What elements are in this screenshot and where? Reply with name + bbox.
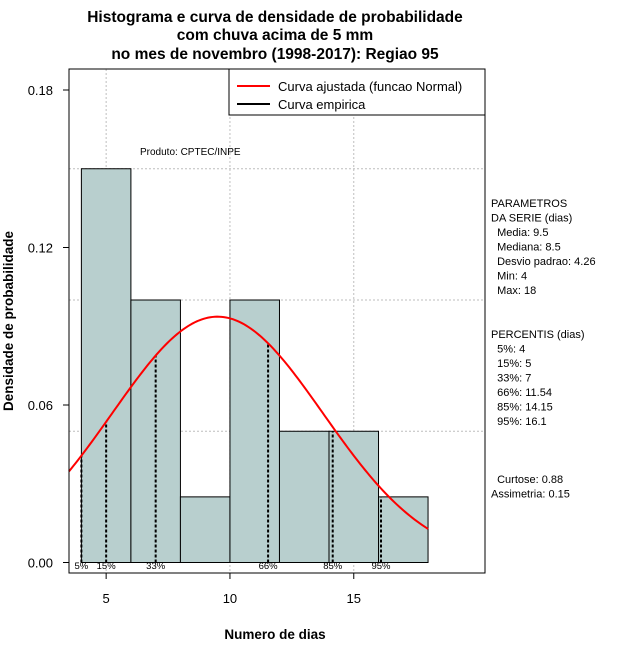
- parametros-line: DA SERIE (dias): [491, 213, 572, 225]
- parametros-line: Max: 18: [491, 285, 536, 297]
- axes: 5 10 15 0.00 0.06 0.12 0.18: [28, 83, 361, 606]
- x-tick-label: 15: [347, 591, 361, 606]
- percentile-label: 66%: [259, 561, 279, 572]
- percentis-line: 95%: 16.1: [491, 416, 547, 428]
- product-credit: Produto: CPTEC/INPE: [140, 147, 241, 158]
- title-line-3: no mes de novembro (1998-2017): Regiao 9…: [111, 46, 439, 63]
- percentis-line: 85%: 14.15: [491, 402, 553, 414]
- y-tick-label: 0.18: [28, 83, 53, 98]
- histogram-bar: [328, 430, 380, 563]
- parametros-line: PARAMETROS: [491, 198, 567, 210]
- title-line-2: com chuva acima de 5 mm: [177, 27, 373, 44]
- normal-fit-line: [68, 315, 429, 530]
- y-tick-label: 0.06: [28, 398, 53, 413]
- shape-stat-line: Curtose: 0.88: [491, 474, 563, 486]
- parametros-line: Min: 4: [491, 271, 527, 283]
- x-tick-label: 10: [223, 591, 237, 606]
- percentis-line: 5%: 4: [491, 344, 525, 356]
- parametros-line: Desvio padrao: 4.26: [491, 256, 596, 268]
- histogram-bar: [179, 496, 231, 563]
- shape-stat-line: Assimetria: 0.15: [491, 489, 570, 501]
- parametros-line: Media: 9.5: [491, 227, 548, 239]
- legend: Curva ajustada (funcao Normal) Curva emp…: [228, 68, 486, 116]
- legend-box: [228, 68, 486, 116]
- title-line-1: Histograma e curva de densidade de proba…: [87, 9, 463, 26]
- percentis-line: 15%: 5: [491, 358, 531, 370]
- y-tick-label: 0.00: [28, 556, 53, 571]
- chart-title: Histograma e curva de densidade de proba…: [87, 9, 463, 63]
- histogram-bar: [278, 430, 330, 563]
- histogram-bar: [378, 496, 429, 563]
- percentile-label: 5%: [75, 561, 89, 572]
- percentile-label: 33%: [146, 561, 166, 572]
- percentile-label: 85%: [323, 561, 343, 572]
- percentile-markers: 5% 15% 33% 66% 85% 95%: [75, 343, 391, 572]
- fitted-curve: [68, 315, 429, 530]
- histogram-bar: [80, 168, 132, 563]
- y-tick-label: 0.12: [28, 241, 53, 256]
- histogram-bar: [229, 299, 280, 563]
- parametros-line: Mediana: 8.5: [491, 242, 561, 254]
- percentis-line: 33%: 7: [491, 373, 531, 385]
- y-axis-title: Densidade de probabilidade: [1, 230, 16, 411]
- legend-fit-label: Curva ajustada (funcao Normal): [278, 79, 462, 94]
- percentis-line: PERCENTIS (dias): [491, 329, 585, 341]
- percentile-label: 15%: [97, 561, 117, 572]
- legend-empirical-label: Curva empirica: [278, 97, 366, 112]
- percentile-label: 95%: [371, 561, 391, 572]
- x-axis-title: Numero de dias: [224, 627, 325, 642]
- statistics-panel: PARAMETROS DA SERIE (dias) Media: 9.5 Med…: [491, 198, 596, 501]
- x-tick-label: 5: [103, 591, 110, 606]
- histogram-bars: [80, 168, 429, 563]
- percentis-line: 66%: 11.54: [491, 387, 552, 399]
